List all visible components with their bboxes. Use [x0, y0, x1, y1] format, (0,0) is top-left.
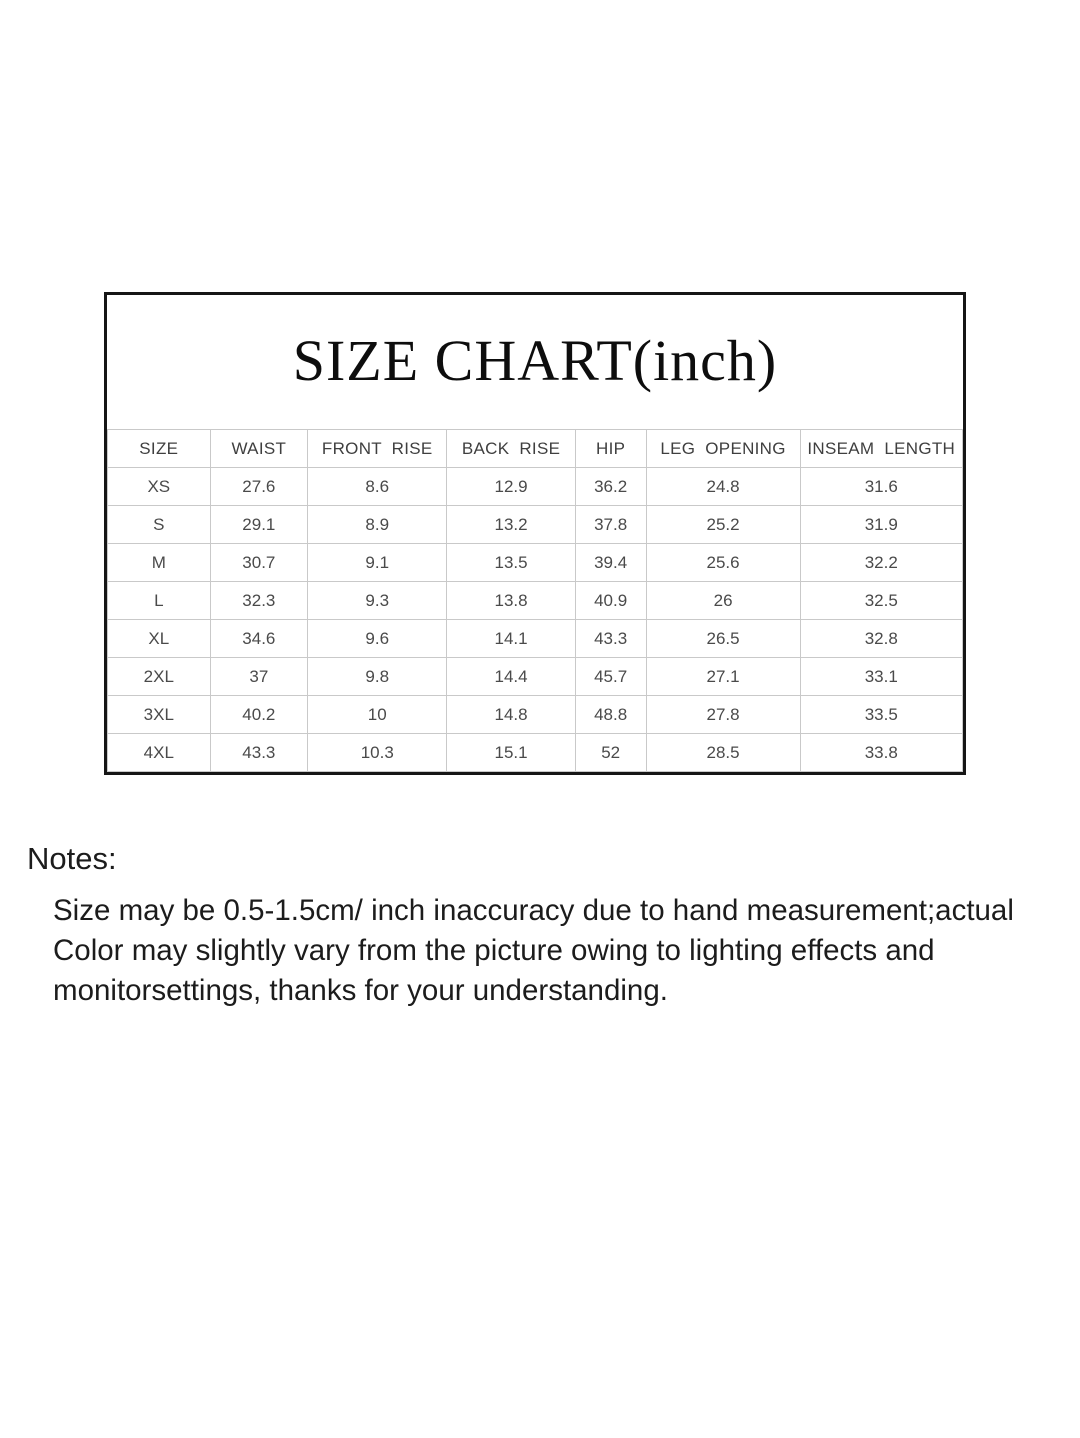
measurement-cell: 24.8 — [645, 467, 801, 507]
measurement-cell: 26 — [645, 581, 801, 621]
measurement-cell: 32.8 — [799, 619, 964, 659]
table-row: 3XL 40.2 10 14.8 48.8 27.8 33.5 — [107, 695, 964, 735]
size-label-cell: 4XL — [107, 733, 211, 773]
measurement-cell: 9.1 — [307, 543, 448, 583]
measurement-cell: 15.1 — [446, 733, 576, 773]
measurement-cell: 26.5 — [645, 619, 801, 659]
measurement-cell: 14.8 — [446, 695, 576, 735]
table-header-cell: FRONT RISE — [307, 429, 448, 469]
size-label-cell: M — [107, 543, 211, 583]
size-label-cell: XL — [107, 619, 211, 659]
measurement-cell: 13.8 — [446, 581, 576, 621]
table-header-row: SIZE WAIST FRONT RISE BACK RISE HIP LEG OPENI… — [107, 429, 964, 469]
measurement-cell: 29.1 — [209, 505, 309, 545]
notes-line: monitorsettings, thanks for your underst… — [53, 974, 668, 1008]
table-row: XL 34.6 9.6 14.1 43.3 26.5 32.8 — [107, 619, 964, 659]
size-label-cell: S — [107, 505, 211, 545]
measurement-cell: 10 — [307, 695, 448, 735]
measurement-cell: 40.9 — [574, 581, 647, 621]
table-header-cell: INSEAM LENGTH — [799, 429, 964, 469]
measurement-cell: 25.2 — [645, 505, 801, 545]
measurement-cell: 48.8 — [574, 695, 647, 735]
notes-line: Color may slightly vary from the picture… — [53, 934, 935, 968]
measurement-cell: 31.9 — [799, 505, 964, 545]
notes-body: Size may be 0.5-1.5cm/ inch inaccuracy d… — [53, 891, 1062, 1011]
measurement-cell: 37 — [209, 657, 309, 697]
size-label-cell: 3XL — [107, 695, 211, 735]
measurement-cell: 52 — [574, 733, 647, 773]
table-row: S 29.1 8.9 13.2 37.8 25.2 31.9 — [107, 505, 964, 545]
size-chart-title: SIZE CHART(inch) — [292, 328, 778, 393]
measurement-cell: 12.9 — [446, 467, 576, 507]
measurement-cell: 43.3 — [574, 619, 647, 659]
measurement-cell: 28.5 — [645, 733, 801, 773]
notes-section: Notes: Size may be 0.5-1.5cm/ inch inacc… — [27, 840, 1062, 1011]
size-label-cell: 2XL — [107, 657, 211, 697]
measurement-cell: 13.5 — [446, 543, 576, 583]
measurement-cell: 37.8 — [574, 505, 647, 545]
measurement-cell: 43.3 — [209, 733, 309, 773]
measurement-cell: 32.5 — [799, 581, 964, 621]
measurement-cell: 33.1 — [799, 657, 964, 697]
measurement-cell: 33.5 — [799, 695, 964, 735]
measurement-cell: 9.3 — [307, 581, 448, 621]
table-row: L 32.3 9.3 13.8 40.9 26 32.5 — [107, 581, 964, 621]
measurement-cell: 39.4 — [574, 543, 647, 583]
measurement-cell: 40.2 — [209, 695, 309, 735]
table-header-cell: LEG OPENING — [645, 429, 801, 469]
table-row: M 30.7 9.1 13.5 39.4 25.6 32.2 — [107, 543, 964, 583]
table-header-cell: HIP — [574, 429, 647, 469]
measurement-cell: 8.9 — [307, 505, 448, 545]
measurement-cell: 8.6 — [307, 467, 448, 507]
size-chart-table: SIZE WAIST FRONT RISE BACK RISE HIP LEG OPENI… — [107, 429, 964, 773]
measurement-cell: 14.4 — [446, 657, 576, 697]
measurement-cell: 13.2 — [446, 505, 576, 545]
measurement-cell: 25.6 — [645, 543, 801, 583]
measurement-cell: 32.3 — [209, 581, 309, 621]
size-chart-table-header: SIZE WAIST FRONT RISE BACK RISE HIP LEG OPENI… — [107, 429, 964, 469]
measurement-cell: 33.8 — [799, 733, 964, 773]
size-chart-table-body: XS 27.6 8.6 12.9 36.2 24.8 31.6 S 29.1 8.9 13.2 37.… — [107, 467, 964, 773]
measurement-cell: 34.6 — [209, 619, 309, 659]
measurement-cell: 32.2 — [799, 543, 964, 583]
measurement-cell: 36.2 — [574, 467, 647, 507]
measurement-cell: 27.1 — [645, 657, 801, 697]
table-row: XS 27.6 8.6 12.9 36.2 24.8 31.6 — [107, 467, 964, 507]
table-header-cell: WAIST — [209, 429, 309, 469]
size-label-cell: L — [107, 581, 211, 621]
measurement-cell: 31.6 — [799, 467, 964, 507]
measurement-cell: 27.8 — [645, 695, 801, 735]
notes-line: Size may be 0.5-1.5cm/ inch inaccuracy d… — [53, 894, 1014, 928]
table-row: 2XL 37 9.8 14.4 45.7 27.1 33.1 — [107, 657, 964, 697]
measurement-cell: 10.3 — [307, 733, 448, 773]
measurement-cell: 9.8 — [307, 657, 448, 697]
size-chart-box: SIZE CHART(inch) SIZE WAIST FRONT RISE BACK… — [104, 292, 966, 776]
table-row: 4XL 43.3 10.3 15.1 52 28.5 33.8 — [107, 733, 964, 773]
notes-heading: Notes: — [27, 841, 117, 876]
size-label-cell: XS — [107, 467, 211, 507]
measurement-cell: 30.7 — [209, 543, 309, 583]
measurement-cell: 27.6 — [209, 467, 309, 507]
table-header-cell: SIZE — [107, 429, 211, 469]
measurement-cell: 45.7 — [574, 657, 647, 697]
measurement-cell: 14.1 — [446, 619, 576, 659]
measurement-cell: 9.6 — [307, 619, 448, 659]
table-header-cell: BACK RISE — [446, 429, 576, 469]
